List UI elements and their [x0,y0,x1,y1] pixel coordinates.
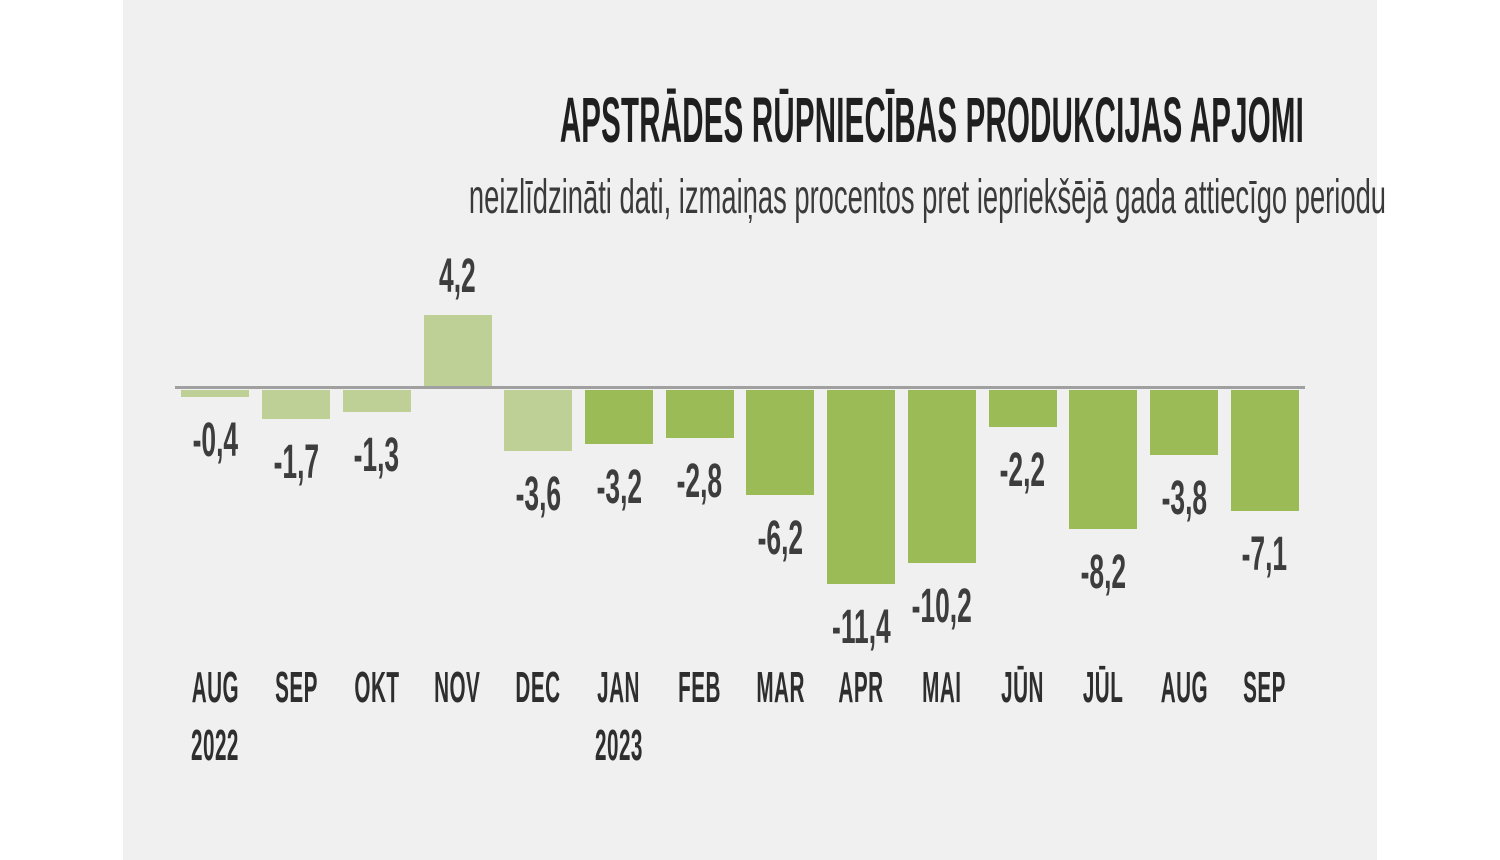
value-label-text: -11,4 [831,600,891,654]
x-tick-MAR-7: MAR [720,666,840,710]
zero-axis-line [175,386,1305,389]
value-label-NOV-3: 4,2 [378,249,538,303]
value-label-FEB-6: -2,8 [620,454,780,508]
bar-AUG-0 [181,390,250,397]
bar-DEC-4 [504,390,573,452]
x-tick-NOV-3: NOV [398,666,518,710]
value-label-text: -10,2 [911,580,972,634]
x-tick-label: FEB [678,663,722,712]
value-label-text: -3,6 [515,468,561,522]
x-tick-AUG-0: AUG [155,666,275,710]
chart-area: -0,4 AUG -1,7 SEP -1,3 OKT 4,2 NOV -3,6 DEC -3,2 JA… [175,0,1305,860]
year-label-text: 2023 [594,721,643,770]
value-label-text: -3,2 [596,461,642,515]
x-tick-label: NOV [434,663,481,712]
x-tick-label: AUG [191,663,240,712]
value-label-text: -0,4 [192,413,239,467]
year-label-2022: 2022 [155,724,275,768]
value-label-JAN-5: -3,2 [539,464,699,512]
value-label-text: -2,8 [676,454,723,508]
bar-AUG-12 [1149,390,1218,455]
value-label-AUG-0: -0,4 [135,413,295,467]
x-tick-label: MAR [756,663,805,712]
x-tick-SEP-13: SEP [1205,666,1325,710]
value-label-MAR-7: -6,2 [700,515,860,563]
bar-MAR-7 [746,390,815,496]
x-tick-OKT-2: OKT [317,666,437,710]
chart-subtitle: neizlīdzināti dati, izmaiņas procentos p… [468,171,1387,224]
value-label-text: -2,2 [999,444,1046,498]
x-tick-JAN-5: JAN [559,666,679,710]
x-tick-label: MAI [922,663,962,712]
value-label-APR-8: -11,4 [781,600,941,654]
bar-APR-8 [827,390,896,584]
value-label-MAI-9: -10,2 [862,583,1022,631]
x-tick-label: APR [838,663,884,712]
value-label-SEP-13: -7,1 [1185,527,1345,581]
x-tick-JŪL-11: JŪL [1043,666,1163,710]
year-label-2023: 2023 [559,724,679,768]
value-label-text: -1,3 [354,429,400,483]
x-tick-MAI-9: MAI [882,666,1002,710]
value-label-JŪL-11: -8,2 [1023,549,1183,597]
x-tick-JŪN-10: JŪN [963,666,1083,710]
x-tick-FEB-6: FEB [640,666,760,710]
x-tick-label: JAN [597,663,641,712]
value-label-text: -6,2 [757,512,804,566]
chart-canvas: APSTRĀDES RŪPNIECĪBAS PRODUKCIJAS APJOMI… [123,0,1386,860]
value-label-OKT-2: -1,3 [297,432,457,480]
x-tick-label: SEP [1243,663,1287,712]
value-label-AUG-12: -3,8 [1104,471,1264,525]
x-tick-label: AUG [1160,663,1208,712]
chart-title: APSTRĀDES RŪPNIECĪBAS PRODUKCIJAS APJOMI [559,84,1305,156]
bar-MAI-9 [907,390,976,564]
year-label-text: 2022 [191,721,240,770]
x-tick-APR-8: APR [801,666,921,710]
bar-OKT-2 [342,390,411,413]
x-tick-DEC-4: DEC [478,666,598,710]
value-label-SEP-1: -1,7 [216,435,376,489]
x-tick-label: OKT [354,663,400,712]
x-tick-AUG-12: AUG [1124,666,1244,710]
value-label-text: -3,8 [1161,471,1207,525]
bar-SEP-13 [1230,390,1299,511]
value-label-DEC-4: -3,6 [458,471,618,519]
value-label-text: -1,7 [273,435,319,489]
bar-FEB-6 [665,390,734,438]
value-label-text: -8,2 [1080,546,1126,600]
bar-JAN-5 [584,390,653,445]
title-row: APSTRĀDES RŪPNIECĪBAS PRODUKCIJAS APJOMI [123,88,1377,152]
bar-JŪL-11 [1069,390,1138,530]
value-label-text: -7,1 [1241,527,1288,581]
x-tick-label: DEC [515,663,561,712]
x-tick-label: JŪN [1001,663,1044,712]
x-tick-label: SEP [274,663,318,712]
bar-JŪN-10 [988,390,1057,428]
bar-NOV-3 [423,314,492,386]
value-label-text: 4,2 [439,249,476,303]
bar-SEP-1 [262,390,331,419]
x-tick-SEP-1: SEP [236,666,356,710]
x-tick-label: JŪL [1082,663,1124,712]
value-label-JŪN-10: -2,2 [943,447,1103,495]
subtitle-row: neizlīdzināti dati, izmaiņas procentos p… [123,174,1386,222]
